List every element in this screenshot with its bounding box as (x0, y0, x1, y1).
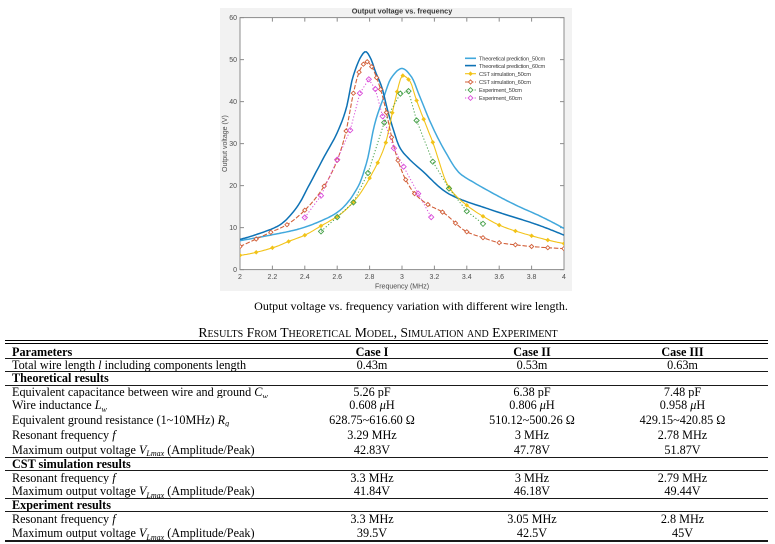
svg-text:Output voltage (V): Output voltage (V) (222, 115, 229, 172)
svg-text:Experiment_60cm: Experiment_60cm (479, 96, 522, 102)
svg-text:Frequency (MHz): Frequency (MHz) (375, 284, 429, 291)
svg-text:3.4: 3.4 (462, 274, 472, 281)
svg-text:30: 30 (229, 141, 237, 148)
svg-text:0: 0 (233, 267, 237, 274)
svg-text:10: 10 (229, 225, 237, 232)
svg-text:2: 2 (238, 274, 242, 281)
svg-text:Theoretical prediction_60cm: Theoretical prediction_60cm (479, 64, 546, 70)
svg-text:3: 3 (400, 274, 404, 281)
svg-text:20: 20 (229, 183, 237, 190)
svg-text:50: 50 (229, 57, 237, 64)
svg-text:4: 4 (562, 274, 566, 281)
svg-text:3.6: 3.6 (494, 274, 504, 281)
svg-text:CST simulation_60cm: CST simulation_60cm (479, 80, 531, 86)
svg-text:2.6: 2.6 (332, 274, 342, 281)
svg-text:2.8: 2.8 (365, 274, 375, 281)
svg-text:Output voltage vs. frequency: Output voltage vs. frequency (352, 8, 453, 15)
svg-text:2.2: 2.2 (268, 274, 278, 281)
svg-text:Experiment_50cm: Experiment_50cm (479, 88, 522, 94)
svg-text:Theoretical prediction_50cm: Theoretical prediction_50cm (479, 57, 546, 63)
svg-text:3.8: 3.8 (527, 274, 537, 281)
svg-text:2.4: 2.4 (300, 274, 310, 281)
svg-text:3.2: 3.2 (430, 274, 440, 281)
svg-text:CST simulation_50cm: CST simulation_50cm (479, 72, 531, 78)
svg-text:40: 40 (229, 99, 237, 106)
svg-text:60: 60 (229, 15, 237, 22)
